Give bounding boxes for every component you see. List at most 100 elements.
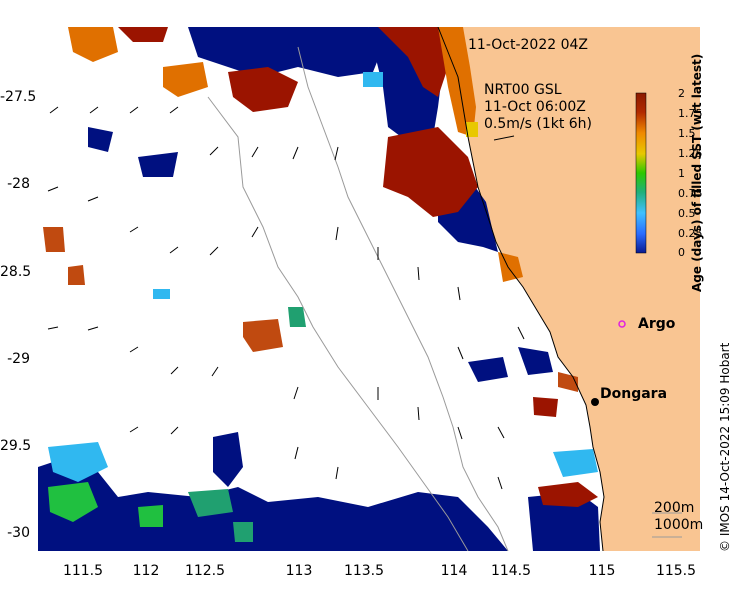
- vector-scale-label: 0.5m/s (1kt 6h): [484, 116, 593, 132]
- age-patch-yellow: [466, 122, 478, 137]
- age-patch-red: [538, 482, 598, 507]
- age-patch-blue: [138, 152, 178, 177]
- colorbar-tick: 1.25: [678, 147, 703, 160]
- colorbar-tick: 0.75: [678, 187, 703, 200]
- current-vector: [49, 106, 59, 114]
- y-tick-label: 29.5: [0, 438, 32, 454]
- current-vector: [517, 326, 525, 340]
- age-patch-blue: [518, 347, 553, 375]
- current-vector: [211, 366, 219, 377]
- age-patch-red: [378, 27, 448, 97]
- age-patch-blue: [188, 27, 383, 77]
- dongara-label: Dongara: [600, 386, 668, 402]
- age-patch-orange: [243, 319, 283, 352]
- contour-200m: [207, 96, 469, 551]
- age-patch-orange: [68, 265, 85, 285]
- x-tick-label: 113: [285, 563, 313, 579]
- age-patch-green: [288, 307, 306, 327]
- current-vector: [417, 266, 420, 281]
- current-vector: [417, 406, 420, 421]
- current-vector: [209, 246, 219, 256]
- age-patch-red: [383, 127, 478, 217]
- x-tick-label: 114.5: [490, 563, 532, 579]
- age-patch-blue: [38, 457, 508, 551]
- x-tick-label: 114: [440, 563, 468, 579]
- age-patch-red: [533, 397, 558, 417]
- age-patch-green: [188, 489, 233, 517]
- model-time-label: 11-Oct 06:00Z: [484, 99, 586, 115]
- current-vector: [457, 286, 461, 301]
- colorbar-tick: 0: [678, 246, 685, 259]
- current-vector: [129, 426, 139, 433]
- age-patch-green: [48, 482, 98, 522]
- colorbar-tick: 1: [678, 167, 685, 180]
- sst-age-patches: [38, 27, 600, 551]
- colorbar-tick: 0.5: [678, 207, 696, 220]
- age-patch-red: [228, 67, 298, 112]
- age-patch-green: [138, 505, 163, 527]
- y-tick-label: 28.5: [0, 264, 32, 280]
- x-tick-label: 115.5: [655, 563, 697, 579]
- x-tick-label: 112: [132, 563, 160, 579]
- current-vector: [335, 466, 339, 480]
- credit-label: © IMOS 14-Oct-2022 15:09 Hobart: [718, 342, 732, 552]
- age-patch-lightblue: [363, 72, 383, 87]
- current-vector: [129, 346, 139, 353]
- sst-age-map: [38, 27, 700, 551]
- depth-legend-200m: 200m: [654, 500, 695, 516]
- age-patch-red: [118, 27, 168, 42]
- current-vector: [47, 326, 59, 330]
- current-vector: [457, 346, 464, 360]
- current-vector: [209, 146, 219, 156]
- colorbar-tick: 2: [678, 87, 685, 100]
- current-vector: [335, 226, 339, 241]
- current-vector: [87, 326, 99, 331]
- vector-scale-arrow: [493, 135, 515, 141]
- current-vector: [129, 226, 139, 233]
- current-vector: [497, 476, 503, 490]
- colorbar-tick: 0.25: [678, 227, 703, 240]
- current-vector: [87, 196, 99, 202]
- y-tick-label: -29: [7, 351, 30, 367]
- age-patch-orange: [43, 227, 65, 252]
- current-vector: [251, 226, 259, 238]
- current-vectors: [47, 106, 525, 490]
- age-patch-lightblue: [48, 442, 108, 482]
- y-tick-label: -28: [7, 176, 30, 192]
- current-vector: [170, 426, 179, 435]
- current-vector: [294, 446, 299, 460]
- y-tick-label: -30: [7, 525, 30, 541]
- colorbar-title: Age (days) of filled SST (wrt latest): [690, 53, 704, 292]
- current-vector: [47, 186, 59, 192]
- current-vector: [89, 106, 99, 114]
- current-vector: [292, 146, 299, 160]
- y-tick-label: -27.5: [0, 89, 37, 105]
- dongara-marker: [591, 398, 599, 406]
- x-tick-label: 115: [588, 563, 616, 579]
- age-patch-lightblue: [553, 449, 598, 477]
- age-patch-green: [233, 522, 253, 542]
- x-tick-label: 111.5: [62, 563, 104, 579]
- current-vector: [334, 146, 339, 161]
- age-patch-blue: [528, 492, 600, 551]
- current-vector: [169, 246, 179, 254]
- argo-label: Argo: [638, 316, 676, 332]
- colorbar: [635, 92, 647, 254]
- current-vector: [169, 106, 179, 114]
- current-vector: [457, 426, 463, 440]
- current-vector: [251, 146, 259, 158]
- age-patch-orange: [163, 62, 208, 97]
- age-patch-blue: [88, 127, 113, 152]
- timestamp-label: 11-Oct-2022 04Z: [468, 37, 588, 53]
- argo-marker: [618, 320, 626, 328]
- current-vector: [497, 426, 505, 439]
- contour-1000m: [297, 46, 509, 551]
- current-vector: [170, 366, 179, 375]
- depth-legend-1000m: 1000m: [654, 517, 704, 533]
- x-tick-label: 112.5: [184, 563, 226, 579]
- age-patch-blue: [468, 357, 508, 382]
- colorbar-tick: 1.75: [678, 107, 703, 120]
- age-patch-orange: [438, 27, 476, 137]
- coastline: [437, 27, 605, 551]
- colorbar-tick: 1.5: [678, 127, 696, 140]
